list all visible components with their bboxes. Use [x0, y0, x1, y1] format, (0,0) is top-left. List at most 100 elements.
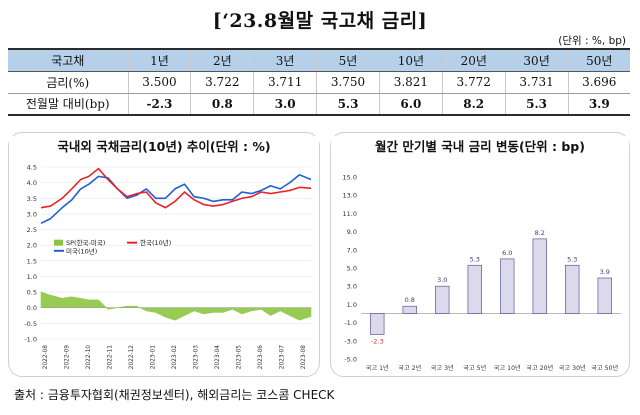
bar-data-label: 3.0 [437, 276, 447, 284]
y-tick-label: 5.0 [347, 265, 357, 273]
bar [532, 238, 547, 314]
column-header: 20년 [441, 48, 506, 72]
bar-data-label: 0.8 [405, 296, 415, 304]
y-tick-label: 13.0 [343, 192, 357, 200]
x-tick-label: 2023-02 [172, 345, 178, 370]
x-tick-label: 2023-04 [215, 345, 221, 370]
table-row: 전월말 대비(bp) -2.3 0.8 3.0 5.3 6.0 8.2 5.3 … [8, 93, 630, 116]
table-cell: 5.3 [316, 93, 380, 116]
table-cell: 3.711 [253, 71, 317, 94]
x-tick-label: 국고 50년 [591, 364, 618, 372]
bar [435, 285, 450, 314]
y-tick-label: 4.0 [27, 179, 37, 187]
legend-label-us: 미국(10년) [66, 246, 97, 255]
table-cell: 3.821 [378, 71, 443, 94]
x-tick-label: 2023-03 [194, 345, 200, 370]
table-header-row: 국고채 1년 2년 3년 5년 10년 20년 30년 50년 [8, 48, 630, 72]
y-tick-label: 11.0 [343, 210, 357, 218]
table-row: 금리(%) 3.500 3.722 3.711 3.750 3.821 3.77… [8, 71, 630, 94]
y-tick-label: -3.0 [344, 337, 357, 345]
bar [402, 305, 417, 314]
y-tick-label: -1.0 [24, 336, 37, 344]
table-cell: 3.750 [316, 71, 380, 94]
x-tick-label: 국고 20년 [526, 364, 553, 372]
y-tick-label: 7.0 [347, 246, 357, 254]
series-spread-area [40, 291, 312, 321]
x-tick-label: 2022-12 [129, 345, 135, 370]
line-chart-panel: 4.5 4.0 3.5 3.0 2.5 2.0 1.5 1.0 0.5 0.0 -0.5 -1.0 20… [8, 132, 320, 377]
series-us-line [40, 174, 312, 225]
series-korea-line [40, 167, 312, 209]
y-tick-label: 15.0 [343, 174, 357, 182]
column-header: 국고채 [8, 48, 128, 72]
x-tick-label: 국고 3년 [431, 364, 454, 372]
bar-chart-panel: 15.0 13.0 11.0 9.0 7.0 5.0 3.0 1.0 -1.0 -3.0 -5.0 -… [330, 132, 630, 377]
x-tick-label: 2023-06 [258, 345, 264, 370]
column-header: 5년 [316, 48, 380, 72]
table-cell: 5.3 [504, 93, 569, 116]
x-tick-label: 국고 2년 [398, 364, 421, 372]
x-tick-label: 2022-09 [65, 345, 71, 370]
y-tick-label: -5.0 [344, 356, 357, 364]
x-tick-label: 2023-08 [301, 345, 307, 370]
table-cell: 3.9 [567, 93, 630, 116]
table-cell: 6.0 [378, 93, 443, 116]
y-tick-label: 3.5 [27, 195, 37, 203]
y-tick-label: 1.5 [27, 257, 37, 265]
y-tick-label: 2.5 [27, 226, 37, 234]
table-cell: 3.696 [567, 71, 630, 94]
bar [565, 264, 580, 314]
x-tick-label: 국고 30년 [559, 364, 586, 372]
column-header: 50년 [567, 48, 630, 72]
x-tick-label: 2023-01 [151, 345, 157, 370]
y-tick-label: 4.5 [27, 164, 37, 172]
column-header: 1년 [127, 48, 191, 72]
table-cell: 8.2 [441, 93, 506, 116]
table-cell: 3.731 [504, 71, 569, 94]
line-chart: 4.5 4.0 3.5 3.0 2.5 2.0 1.5 1.0 0.5 0.0 -0.5 -1.0 20… [24, 164, 312, 370]
x-tick-label: 2023-05 [237, 345, 243, 370]
bar-data-label: 5.3 [470, 255, 480, 263]
bar-data-label: 8.2 [535, 229, 545, 237]
y-tick-label: 3.0 [27, 210, 37, 218]
legend-label-korea: 한국(10년) [140, 238, 171, 247]
line-chart-title: 국내외 국채금리(10년) 추이(단위 : %) [9, 136, 319, 155]
y-tick-label: 2.0 [27, 242, 37, 250]
x-tick-label: 2022-10 [86, 345, 92, 370]
table-cell: 3.0 [253, 93, 317, 116]
y-tick-label: 0.5 [27, 289, 37, 297]
table-cell: 3.500 [127, 71, 191, 94]
bar-chart-title: 월간 만기별 국내 금리 변동(단위 : bp) [331, 136, 629, 155]
column-header: 3년 [253, 48, 317, 72]
y-tick-label: 1.0 [347, 301, 357, 309]
bar [597, 277, 612, 314]
bar-data-label: -2.3 [371, 337, 384, 345]
y-tick-label: -1.0 [344, 319, 357, 327]
table-cell: 3.772 [441, 71, 506, 94]
x-tick-label: 2023-07 [280, 345, 286, 370]
x-tick-label: 2022-08 [43, 345, 49, 370]
x-tick-label: 국고 1년 [366, 364, 389, 372]
bar-data-label: 3.9 [600, 268, 610, 276]
x-tick-label: 국고 5년 [463, 364, 486, 372]
source-note: 출처 : 금융투자협회(채권정보센터), 해외금리는 코스콤 CHECK [14, 388, 335, 402]
x-tick-label: 국고 10년 [494, 364, 521, 372]
bar-data-label: 5.3 [567, 255, 577, 263]
table-cell: 3.722 [190, 71, 254, 94]
row-label: 전월말 대비(bp) [8, 93, 128, 116]
legend-swatch-spread [54, 239, 63, 246]
bar [467, 264, 482, 314]
rates-table: 국고채 1년 2년 3년 5년 10년 20년 30년 50년 금리(%) 3.… [8, 48, 630, 116]
bar-data-label: 6.0 [502, 249, 512, 257]
column-header: 30년 [504, 48, 569, 72]
bar [500, 258, 515, 314]
x-tick-label: 2022-11 [108, 345, 114, 370]
bar-chart: 15.0 13.0 11.0 9.0 7.0 5.0 3.0 1.0 -1.0 -3.0 -5.0 -… [343, 174, 621, 372]
unit-label: (단위 : %, bp) [558, 35, 626, 47]
column-header: 2년 [190, 48, 254, 72]
column-header: 10년 [378, 48, 443, 72]
table-cell: 0.8 [190, 93, 254, 116]
bar [370, 313, 385, 335]
table-cell: -2.3 [127, 93, 191, 116]
row-label: 금리(%) [8, 71, 128, 94]
